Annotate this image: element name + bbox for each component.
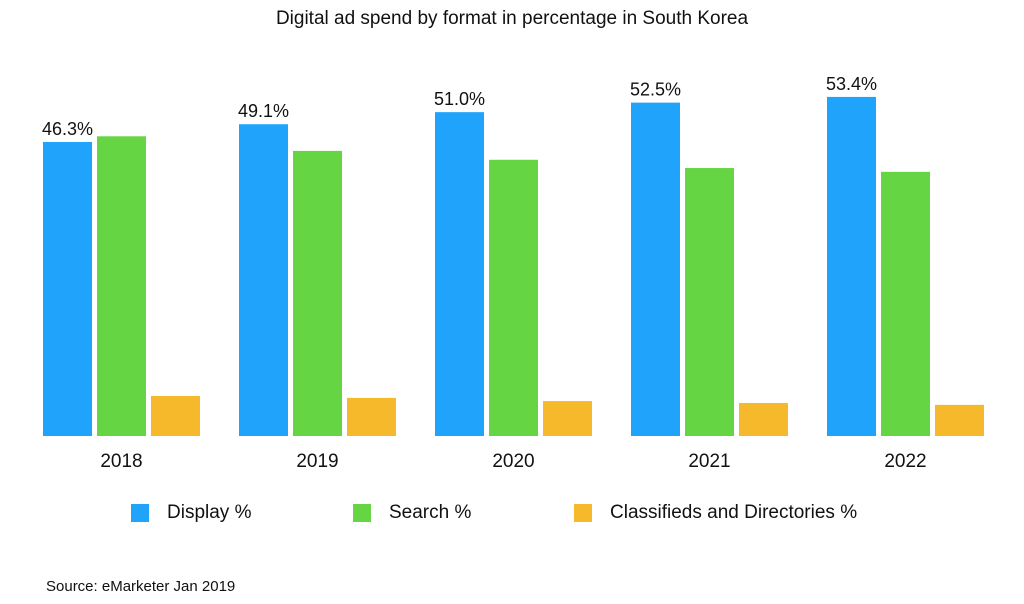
legend-item-display: Display % [131,502,251,524]
legend-item-search: Search % [353,502,471,524]
bar-2022-1 [881,171,930,437]
bar-2021-2 [739,402,788,436]
data-label: 53.4% [826,74,877,94]
legend-label: Classifieds and Directories % [610,502,858,523]
legend-item-classifieds: Classifieds and Directories % [574,502,857,524]
data-label: 46.3% [42,119,93,139]
bar-2021-0 [631,102,680,436]
legend-swatch [574,504,592,522]
legend-swatch [353,504,371,522]
chart-title: Digital ad spend by format in percentage… [275,8,749,29]
legend-label: Display % [167,502,252,523]
legend-label: Search % [389,502,472,523]
bar-2018-2 [151,395,200,436]
data-label: 51.0% [434,89,485,109]
x-tick-label: 2021 [688,451,730,472]
bar-2019-0 [239,124,288,436]
bar-2019-2 [347,397,396,436]
x-tick-label: 2019 [296,451,338,472]
bar-2021-1 [685,168,734,437]
bar-2020-1 [489,159,538,436]
bar-2020-0 [435,112,484,436]
bar-2018-0 [43,142,92,436]
bar-2019-1 [293,150,342,437]
data-label: 49.1% [238,101,289,121]
bar-2022-0 [827,96,876,436]
x-tick-label: 2018 [100,451,142,472]
source-note: Source: eMarketer Jan 2019 [46,578,236,595]
bar-chart: 46.3% 2018 49.1% 2019 51.0% 2020 52.5% 2021 53.4… [42,74,984,472]
bar-2018-1 [97,136,146,436]
x-tick-label: 2020 [492,451,534,472]
legend-swatch [131,504,149,522]
bar-2022-2 [935,404,984,436]
data-label: 52.5% [630,80,681,100]
bar-2020-2 [543,401,592,436]
x-tick-label: 2022 [884,451,926,472]
legend: Display % Search % Classifieds and Direc… [0,502,1024,528]
